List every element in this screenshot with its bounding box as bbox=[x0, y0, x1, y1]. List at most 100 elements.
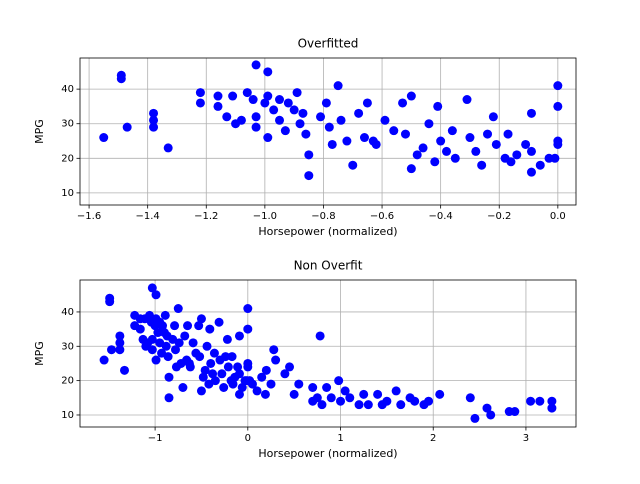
point bbox=[345, 393, 355, 403]
point bbox=[373, 389, 383, 399]
point bbox=[174, 338, 184, 348]
point bbox=[198, 372, 208, 382]
point bbox=[321, 98, 331, 108]
point bbox=[164, 372, 174, 382]
point bbox=[359, 133, 369, 143]
y-tick-label: 20 bbox=[61, 376, 74, 387]
point bbox=[115, 331, 125, 341]
point bbox=[247, 379, 257, 389]
axes-frame bbox=[79, 279, 577, 428]
point bbox=[547, 403, 557, 413]
point bbox=[304, 150, 314, 160]
x-tick-label: −0.2 bbox=[487, 211, 511, 222]
point bbox=[292, 88, 302, 98]
y-tick-label: 20 bbox=[61, 153, 74, 164]
point bbox=[188, 338, 198, 348]
point bbox=[322, 383, 332, 393]
point bbox=[163, 143, 173, 153]
point bbox=[149, 108, 159, 118]
point bbox=[333, 81, 343, 91]
point bbox=[263, 133, 273, 143]
point bbox=[442, 146, 452, 156]
point bbox=[206, 358, 216, 368]
point bbox=[553, 81, 563, 91]
point bbox=[521, 139, 531, 149]
y-axis-label: MPG bbox=[33, 341, 46, 366]
point bbox=[260, 98, 270, 108]
point bbox=[315, 331, 325, 341]
point bbox=[547, 396, 557, 406]
point bbox=[115, 345, 125, 355]
point bbox=[283, 98, 293, 108]
point bbox=[237, 383, 247, 393]
point bbox=[304, 171, 314, 181]
point bbox=[194, 321, 204, 331]
x-axis-label: Horsepower (normalized) bbox=[258, 225, 397, 238]
point bbox=[163, 352, 173, 362]
point bbox=[336, 115, 346, 125]
point bbox=[208, 369, 218, 379]
point bbox=[301, 129, 311, 139]
point bbox=[122, 122, 132, 132]
point bbox=[242, 88, 252, 98]
x-tick-label: −1.2 bbox=[194, 211, 218, 222]
point bbox=[221, 352, 231, 362]
x-tick-label: −1.6 bbox=[77, 211, 101, 222]
point bbox=[164, 393, 174, 403]
point bbox=[228, 379, 238, 389]
point bbox=[410, 396, 420, 406]
point bbox=[160, 310, 170, 320]
point bbox=[412, 150, 422, 160]
y-tick-label: 40 bbox=[61, 307, 74, 318]
point bbox=[170, 321, 180, 331]
y-tick-label: 30 bbox=[61, 119, 74, 130]
x-tick-label: 2 bbox=[430, 433, 436, 444]
point bbox=[550, 153, 560, 163]
point bbox=[465, 393, 475, 403]
point bbox=[99, 133, 109, 143]
y-tick-label: 10 bbox=[61, 188, 74, 199]
point bbox=[195, 352, 205, 362]
x-tick-label: −1.0 bbox=[253, 211, 277, 222]
point bbox=[482, 403, 492, 413]
point bbox=[251, 60, 261, 70]
point bbox=[210, 376, 220, 386]
point bbox=[535, 160, 545, 170]
point bbox=[107, 345, 117, 355]
point bbox=[243, 324, 253, 334]
point bbox=[153, 328, 163, 338]
point bbox=[185, 362, 195, 372]
point bbox=[326, 393, 336, 403]
point bbox=[363, 400, 373, 410]
point bbox=[553, 101, 563, 111]
y-axis-label: MPG bbox=[33, 119, 46, 144]
point bbox=[149, 122, 159, 132]
point bbox=[151, 355, 161, 365]
point bbox=[526, 146, 536, 156]
point bbox=[477, 160, 487, 170]
point bbox=[396, 400, 406, 410]
point bbox=[308, 383, 318, 393]
point bbox=[222, 334, 232, 344]
point bbox=[234, 389, 244, 399]
point bbox=[228, 91, 238, 101]
point bbox=[200, 365, 210, 375]
point bbox=[261, 365, 271, 375]
point bbox=[251, 122, 261, 132]
y-tick-label: 40 bbox=[61, 84, 74, 95]
x-axis-label: Horsepower (normalized) bbox=[258, 447, 397, 460]
point bbox=[336, 396, 346, 406]
point bbox=[526, 167, 536, 177]
point bbox=[252, 386, 262, 396]
point bbox=[202, 341, 212, 351]
point bbox=[285, 362, 295, 372]
point bbox=[248, 95, 258, 105]
point bbox=[506, 157, 516, 167]
point bbox=[430, 157, 440, 167]
point bbox=[317, 400, 327, 410]
point bbox=[120, 365, 130, 375]
point bbox=[219, 383, 229, 393]
chart-title: Overfitted bbox=[298, 37, 359, 51]
point bbox=[116, 74, 126, 84]
